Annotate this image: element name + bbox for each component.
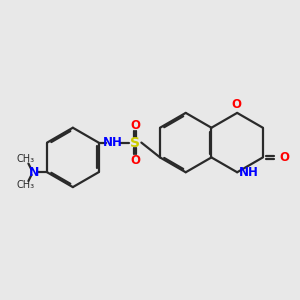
Text: NH: NH bbox=[103, 136, 123, 149]
Text: O: O bbox=[279, 151, 290, 164]
Text: S: S bbox=[130, 136, 140, 150]
Text: N: N bbox=[29, 166, 39, 179]
Text: NH: NH bbox=[239, 166, 259, 179]
Text: O: O bbox=[232, 98, 242, 111]
Text: O: O bbox=[130, 154, 140, 166]
Text: CH₃: CH₃ bbox=[16, 154, 34, 164]
Text: O: O bbox=[130, 118, 140, 132]
Text: CH₃: CH₃ bbox=[16, 180, 34, 190]
